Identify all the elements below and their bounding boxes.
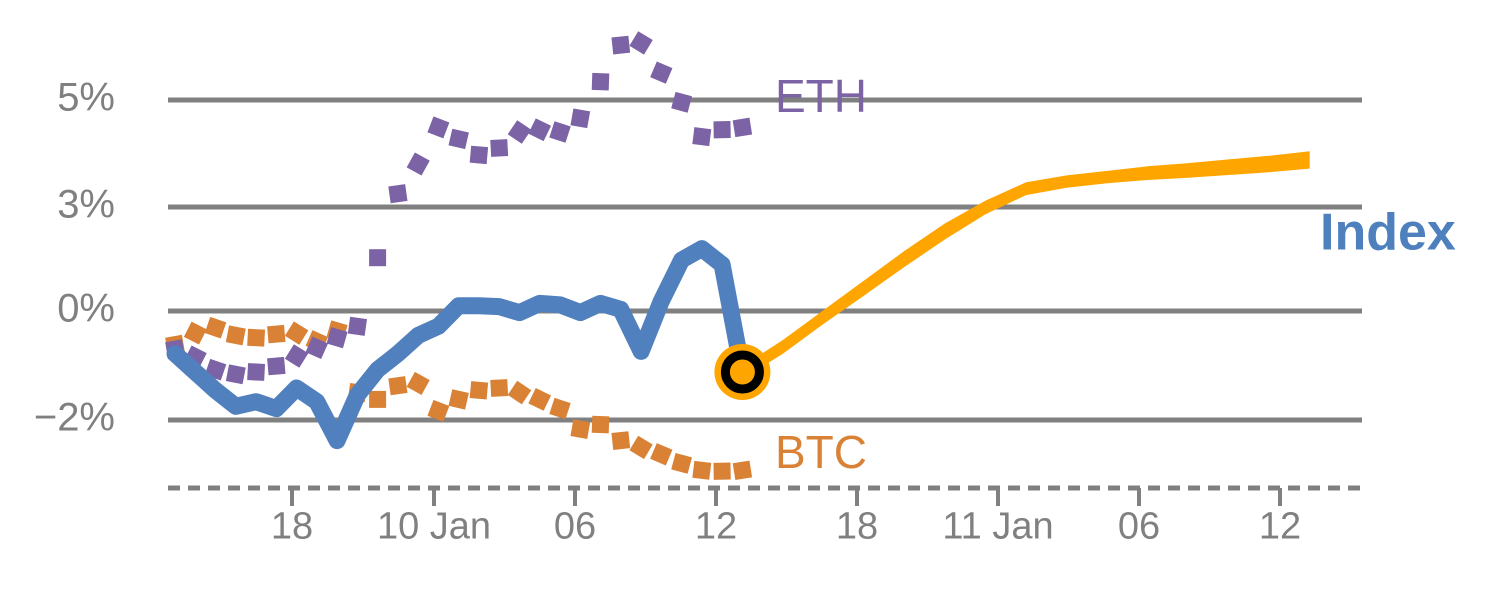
data-point-marker xyxy=(732,117,753,138)
data-point-marker xyxy=(732,460,753,481)
ytick-label-0pct: 0% xyxy=(57,287,115,331)
xtick-label-1: 10 Jan xyxy=(377,505,491,547)
data-point-marker xyxy=(671,91,693,113)
data-point-marker xyxy=(629,435,653,460)
data-point-marker xyxy=(406,152,430,176)
data-point-marker xyxy=(326,327,348,349)
data-point-marker xyxy=(469,381,489,400)
xtick-label-2: 06 xyxy=(554,505,596,547)
data-point-marker xyxy=(427,116,450,139)
btc-series-label: BTC xyxy=(775,426,867,478)
data-point-marker xyxy=(267,324,286,344)
data-point-marker xyxy=(570,108,591,129)
ytick-label-5pct: 5% xyxy=(57,76,115,120)
data-point-marker xyxy=(570,419,591,439)
data-point-marker xyxy=(591,72,610,91)
data-point-marker xyxy=(549,397,571,420)
data-point-marker xyxy=(204,316,227,339)
data-point-marker xyxy=(284,344,309,368)
data-point-marker xyxy=(713,121,731,139)
data-point-marker xyxy=(671,452,693,474)
data-point-marker xyxy=(427,399,450,422)
data-point-marker xyxy=(692,460,712,480)
series-annotations: ETH BTC Index xyxy=(775,70,1456,478)
data-point-marker xyxy=(448,389,469,410)
gridlines xyxy=(168,97,1362,423)
data-point-marker xyxy=(507,120,532,144)
ytick-label-neg2pct: −2% xyxy=(34,396,115,440)
eth-series-label: ETH xyxy=(775,70,867,122)
data-point-marker xyxy=(347,316,368,336)
btc-series-dots xyxy=(165,316,753,481)
xtick-label-3: 12 xyxy=(695,505,737,547)
data-point-marker xyxy=(650,61,673,84)
index-series-line xyxy=(166,240,751,450)
xtick-label-0: 18 xyxy=(271,505,313,547)
data-point-marker xyxy=(549,121,571,143)
data-point-marker xyxy=(284,321,309,345)
data-point-marker xyxy=(713,462,731,480)
xtick-label-6: 06 xyxy=(1118,505,1160,547)
xtick-label-7: 12 xyxy=(1259,505,1301,547)
data-point-marker xyxy=(267,356,286,376)
data-point-marker xyxy=(528,388,552,411)
data-point-marker xyxy=(490,139,509,157)
ytick-label-3pct: 3% xyxy=(57,183,115,227)
data-point-marker xyxy=(528,118,552,142)
data-point-marker xyxy=(183,321,207,345)
data-point-marker xyxy=(448,128,469,150)
forecast-marker-ring xyxy=(720,350,764,394)
x-axis-tickmarks xyxy=(290,488,1282,506)
forecast-band-area xyxy=(742,151,1310,379)
data-point-marker xyxy=(369,249,387,267)
data-point-marker xyxy=(591,415,610,434)
eth-series-dots xyxy=(165,31,753,385)
data-point-marker xyxy=(369,390,387,408)
data-point-marker xyxy=(305,336,329,360)
data-point-marker xyxy=(611,35,631,55)
data-point-marker xyxy=(247,328,266,347)
data-point-marker xyxy=(406,371,430,395)
xtick-label-5: 11 Jan xyxy=(942,505,1053,547)
data-point-marker xyxy=(611,431,631,450)
data-point-marker xyxy=(388,184,408,204)
data-point-marker xyxy=(469,145,489,165)
data-point-marker xyxy=(490,379,509,397)
data-point-marker xyxy=(247,363,266,381)
index-series-label: Index xyxy=(1320,204,1456,262)
y-axis-labels: 5% 3% 0% −2% xyxy=(34,76,115,440)
data-point-marker xyxy=(225,325,246,346)
data-point-marker xyxy=(692,127,712,147)
data-point-marker xyxy=(629,31,653,55)
forecast-start-marker-group xyxy=(714,344,771,400)
data-point-marker xyxy=(507,380,532,405)
xtick-label-4: 18 xyxy=(836,505,878,547)
data-point-marker xyxy=(650,443,673,466)
data-point-marker xyxy=(388,376,408,396)
data-point-marker xyxy=(225,364,246,385)
x-axis-labels: 18 10 Jan 06 12 18 11 Jan 06 12 xyxy=(271,505,1301,547)
